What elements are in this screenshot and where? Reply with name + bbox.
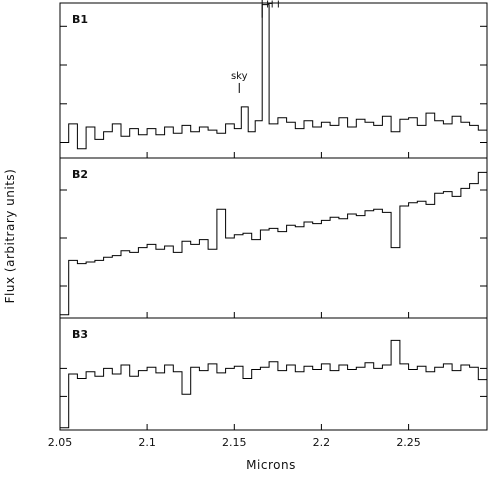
x-axis-title: Microns [246, 458, 296, 472]
panel-frame-b2 [59, 157, 488, 319]
spectrum-line-b3 [60, 339, 488, 429]
annotation-sky: sky [231, 71, 248, 82]
x-tick-label-0: 2.05 [48, 436, 73, 449]
y-axis-title: Flux (arbitrary units) [3, 169, 17, 304]
panel-label-b1: B1 [72, 13, 88, 26]
axis-ticks [59, 25, 487, 430]
spectrum-line-b1 [60, 4, 488, 150]
panel-frame-b1 [59, 2, 488, 159]
panel-label-b3: B3 [72, 328, 88, 341]
x-tick-label-2: 2.15 [222, 436, 247, 449]
panel-label-b2: B2 [72, 168, 88, 181]
spectra-series [60, 4, 488, 429]
spectrum-line-b2 [60, 171, 488, 316]
chart-labels: B1 sky H I B2 B3 2.05 2.1 2.15 2.2 2.25 [48, 0, 421, 449]
x-tick-label-1: 2.1 [138, 436, 156, 449]
x-tick-label-4: 2.25 [396, 436, 421, 449]
panel-frame-b3 [59, 317, 488, 431]
x-tick-label-3: 2.2 [313, 436, 331, 449]
annotation-h-i: H I [266, 0, 280, 11]
